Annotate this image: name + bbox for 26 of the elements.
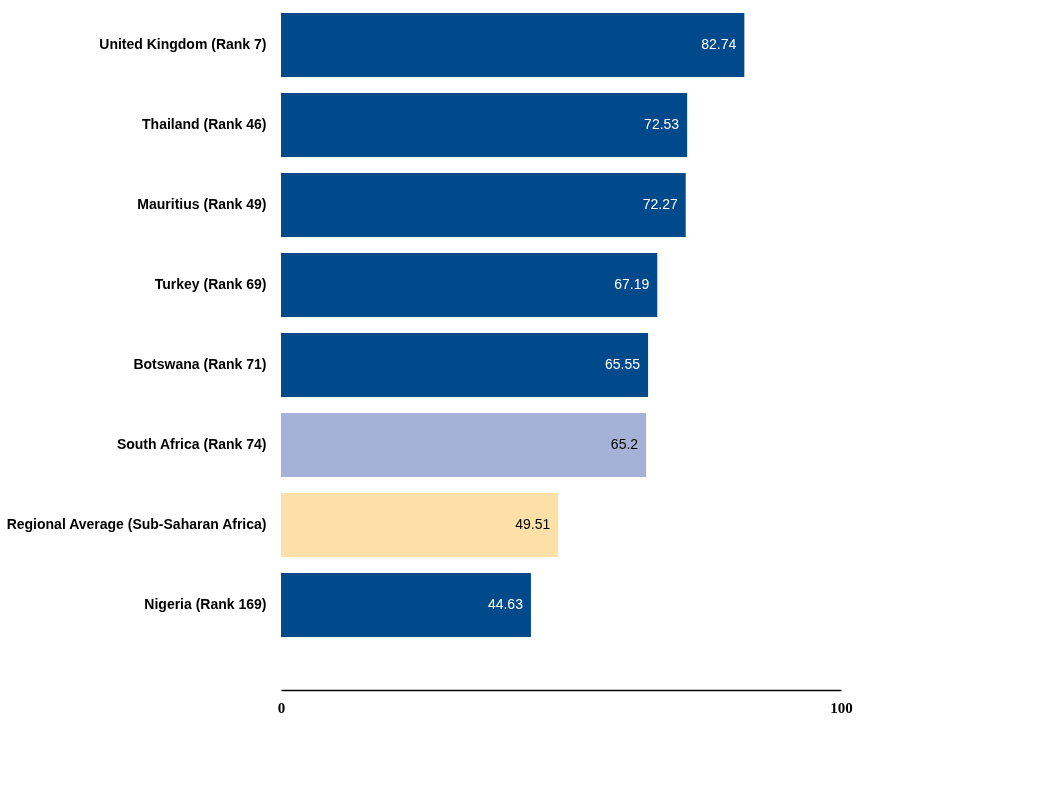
data-label: 65.55	[605, 356, 641, 372]
bar	[281, 13, 745, 77]
data-label: 44.63	[487, 596, 524, 612]
y-tick-label: Mauritius (Rank 49)	[137, 196, 267, 212]
x-tick-label: 0	[277, 699, 286, 716]
data-label: 67.19	[614, 276, 650, 292]
bar	[281, 93, 688, 157]
y-tick-label: Regional Average (Sub-Saharan Africa)	[6, 516, 267, 532]
bar	[281, 493, 559, 557]
data-label: 65.2	[610, 436, 639, 452]
x-tick-label: 100	[830, 699, 853, 716]
bar	[281, 253, 658, 317]
data-label: 72.53	[644, 116, 680, 132]
y-tick-label: Nigeria (Rank 169)	[144, 596, 267, 612]
y-tick-label: Botswana (Rank 71)	[133, 356, 267, 372]
y-tick-label: Turkey (Rank 69)	[154, 276, 267, 292]
data-label: 72.27	[642, 196, 678, 212]
bar	[281, 173, 686, 237]
data-label: 49.51	[515, 516, 551, 532]
data-label: 82.74	[701, 36, 737, 52]
y-tick-label: United Kingdom (Rank 7)	[99, 36, 267, 52]
y-tick-label: South Africa (Rank 74)	[116, 436, 267, 452]
bar	[281, 413, 647, 477]
bar	[281, 333, 649, 397]
y-tick-label: Thailand (Rank 46)	[142, 116, 267, 132]
bar	[281, 573, 531, 637]
